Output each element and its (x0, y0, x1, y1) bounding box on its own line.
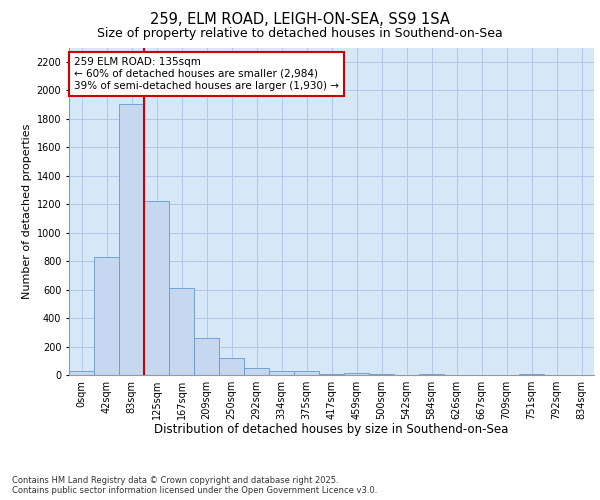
Bar (269, 372, 294, 375)
Bar (144, 202, 169, 375)
Bar (219, 358, 244, 375)
Text: Contains HM Land Registry data © Crown copyright and database right 2025.
Contai: Contains HM Land Registry data © Crown c… (12, 476, 377, 495)
Bar (344, 373, 369, 375)
Bar (369, 374, 394, 375)
Y-axis label: Number of detached properties: Number of detached properties (22, 124, 32, 299)
X-axis label: Distribution of detached houses by size in Southend-on-Sea: Distribution of detached houses by size … (154, 424, 509, 436)
Bar (244, 368, 269, 375)
Bar (69, 370, 94, 375)
Bar (319, 374, 344, 375)
Bar (519, 374, 544, 375)
Bar (294, 372, 319, 375)
Bar (169, 288, 194, 375)
Bar (94, 257, 119, 375)
Text: 259, ELM ROAD, LEIGH-ON-SEA, SS9 1SA: 259, ELM ROAD, LEIGH-ON-SEA, SS9 1SA (150, 12, 450, 28)
Text: Size of property relative to detached houses in Southend-on-Sea: Size of property relative to detached ho… (97, 28, 503, 40)
Text: 259 ELM ROAD: 135sqm
← 60% of detached houses are smaller (2,984)
39% of semi-de: 259 ELM ROAD: 135sqm ← 60% of detached h… (74, 58, 339, 90)
Bar (419, 374, 444, 375)
Bar (119, 104, 144, 375)
Bar (194, 338, 219, 375)
